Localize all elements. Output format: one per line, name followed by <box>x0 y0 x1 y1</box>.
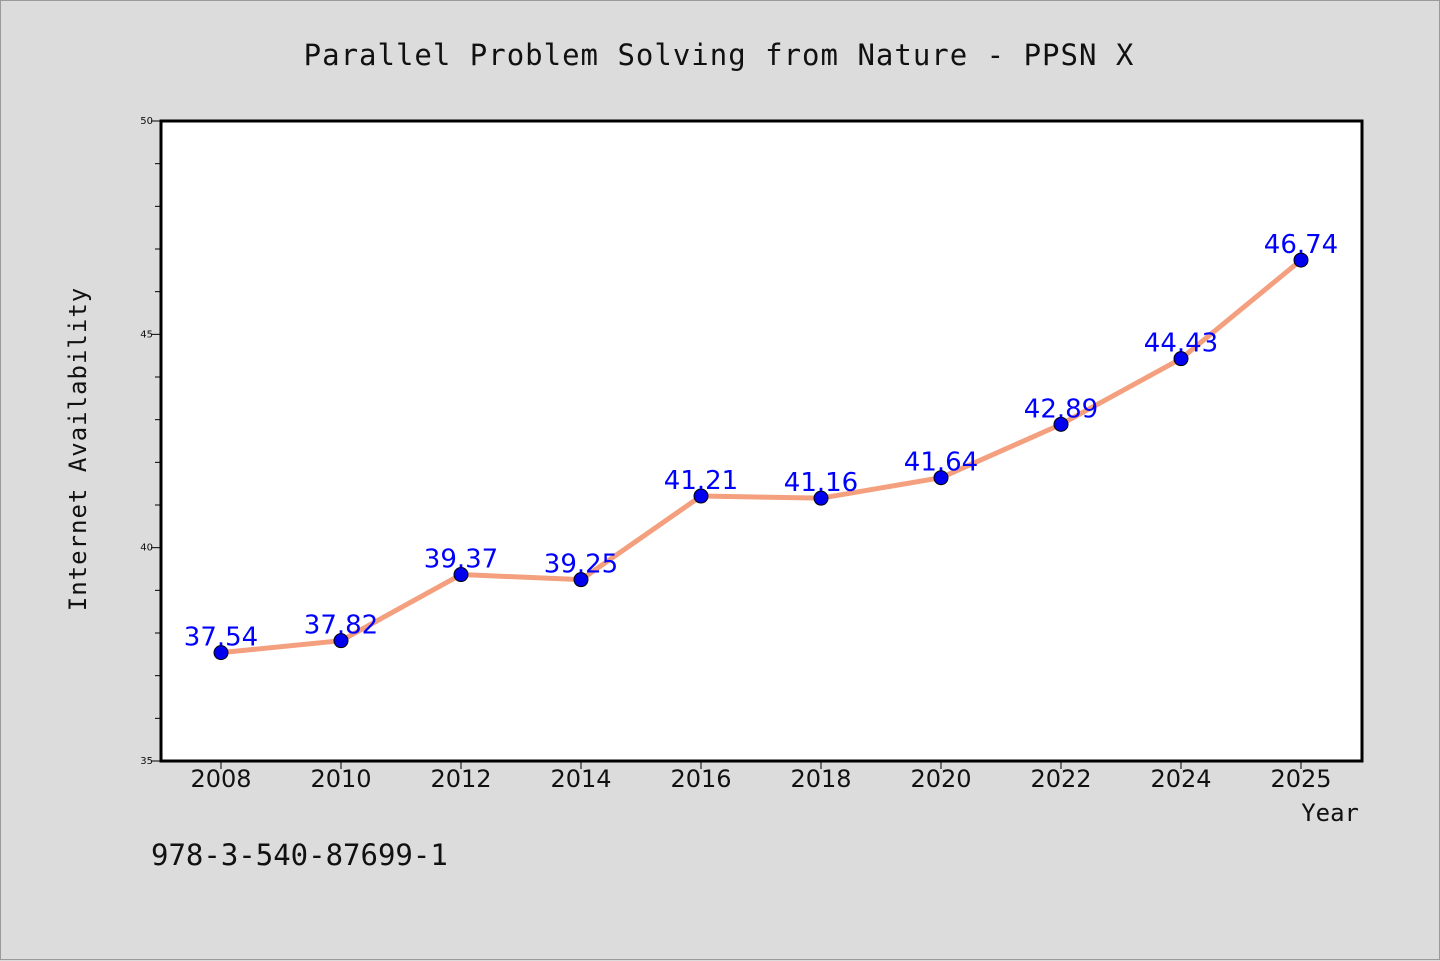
data-label: 41.16 <box>784 468 858 498</box>
plot-area <box>159 119 1364 763</box>
data-labels: 37.54 37.82 39.37 39.25 41.21 41.16 41.64 42.89… <box>184 230 1338 653</box>
data-point <box>1293 252 1309 268</box>
y-axis-label: Internet Availability <box>64 287 92 611</box>
y-tick-label: 50 <box>140 116 153 127</box>
x-tick-label: 2025 <box>1270 765 1331 793</box>
data-point <box>573 572 589 588</box>
data-point <box>933 470 949 486</box>
data-label: 46.74 <box>1264 230 1338 260</box>
data-point <box>1053 416 1069 432</box>
data-label: 42.89 <box>1024 394 1098 424</box>
data-point <box>213 645 229 661</box>
x-tick-label: 2022 <box>1030 765 1091 793</box>
data-point <box>693 488 709 504</box>
x-tick-label: 2008 <box>190 765 251 793</box>
y-axis: 35 40 45 50 <box>140 116 161 767</box>
x-tick-label: 2014 <box>550 765 611 793</box>
data-label: 44.43 <box>1144 329 1218 359</box>
series-line <box>218 257 1304 656</box>
data-point <box>333 633 349 649</box>
x-tick-label: 2018 <box>790 765 851 793</box>
x-tick-label: 2012 <box>430 765 491 793</box>
x-axis-label: Year <box>1301 799 1359 827</box>
x-tick-label: 2010 <box>310 765 371 793</box>
data-point <box>453 567 469 583</box>
y-tick-label: 35 <box>140 756 153 767</box>
data-point <box>1173 351 1189 367</box>
x-tick-label: 2016 <box>670 765 731 793</box>
data-label: 39.37 <box>424 545 498 575</box>
footer-isbn: 978-3-540-87699-1 <box>151 838 448 872</box>
data-label: 41.21 <box>664 466 738 496</box>
data-point <box>813 490 829 506</box>
x-tick-label: 2020 <box>910 765 971 793</box>
data-label: 37.82 <box>304 611 378 641</box>
x-axis: 2008 2010 2012 2014 2016 2018 2020 2022 2024 2025 <box>190 761 1332 793</box>
x-tick-label: 2024 <box>1150 765 1211 793</box>
data-label: 39.25 <box>544 550 618 580</box>
chart-title: Parallel Problem Solving from Nature - P… <box>304 38 1135 72</box>
data-label: 41.64 <box>904 448 978 478</box>
y-tick-label: 45 <box>140 329 153 340</box>
data-label: 37.54 <box>184 623 258 653</box>
series-markers <box>213 252 1309 661</box>
y-tick-label: 40 <box>140 543 153 554</box>
